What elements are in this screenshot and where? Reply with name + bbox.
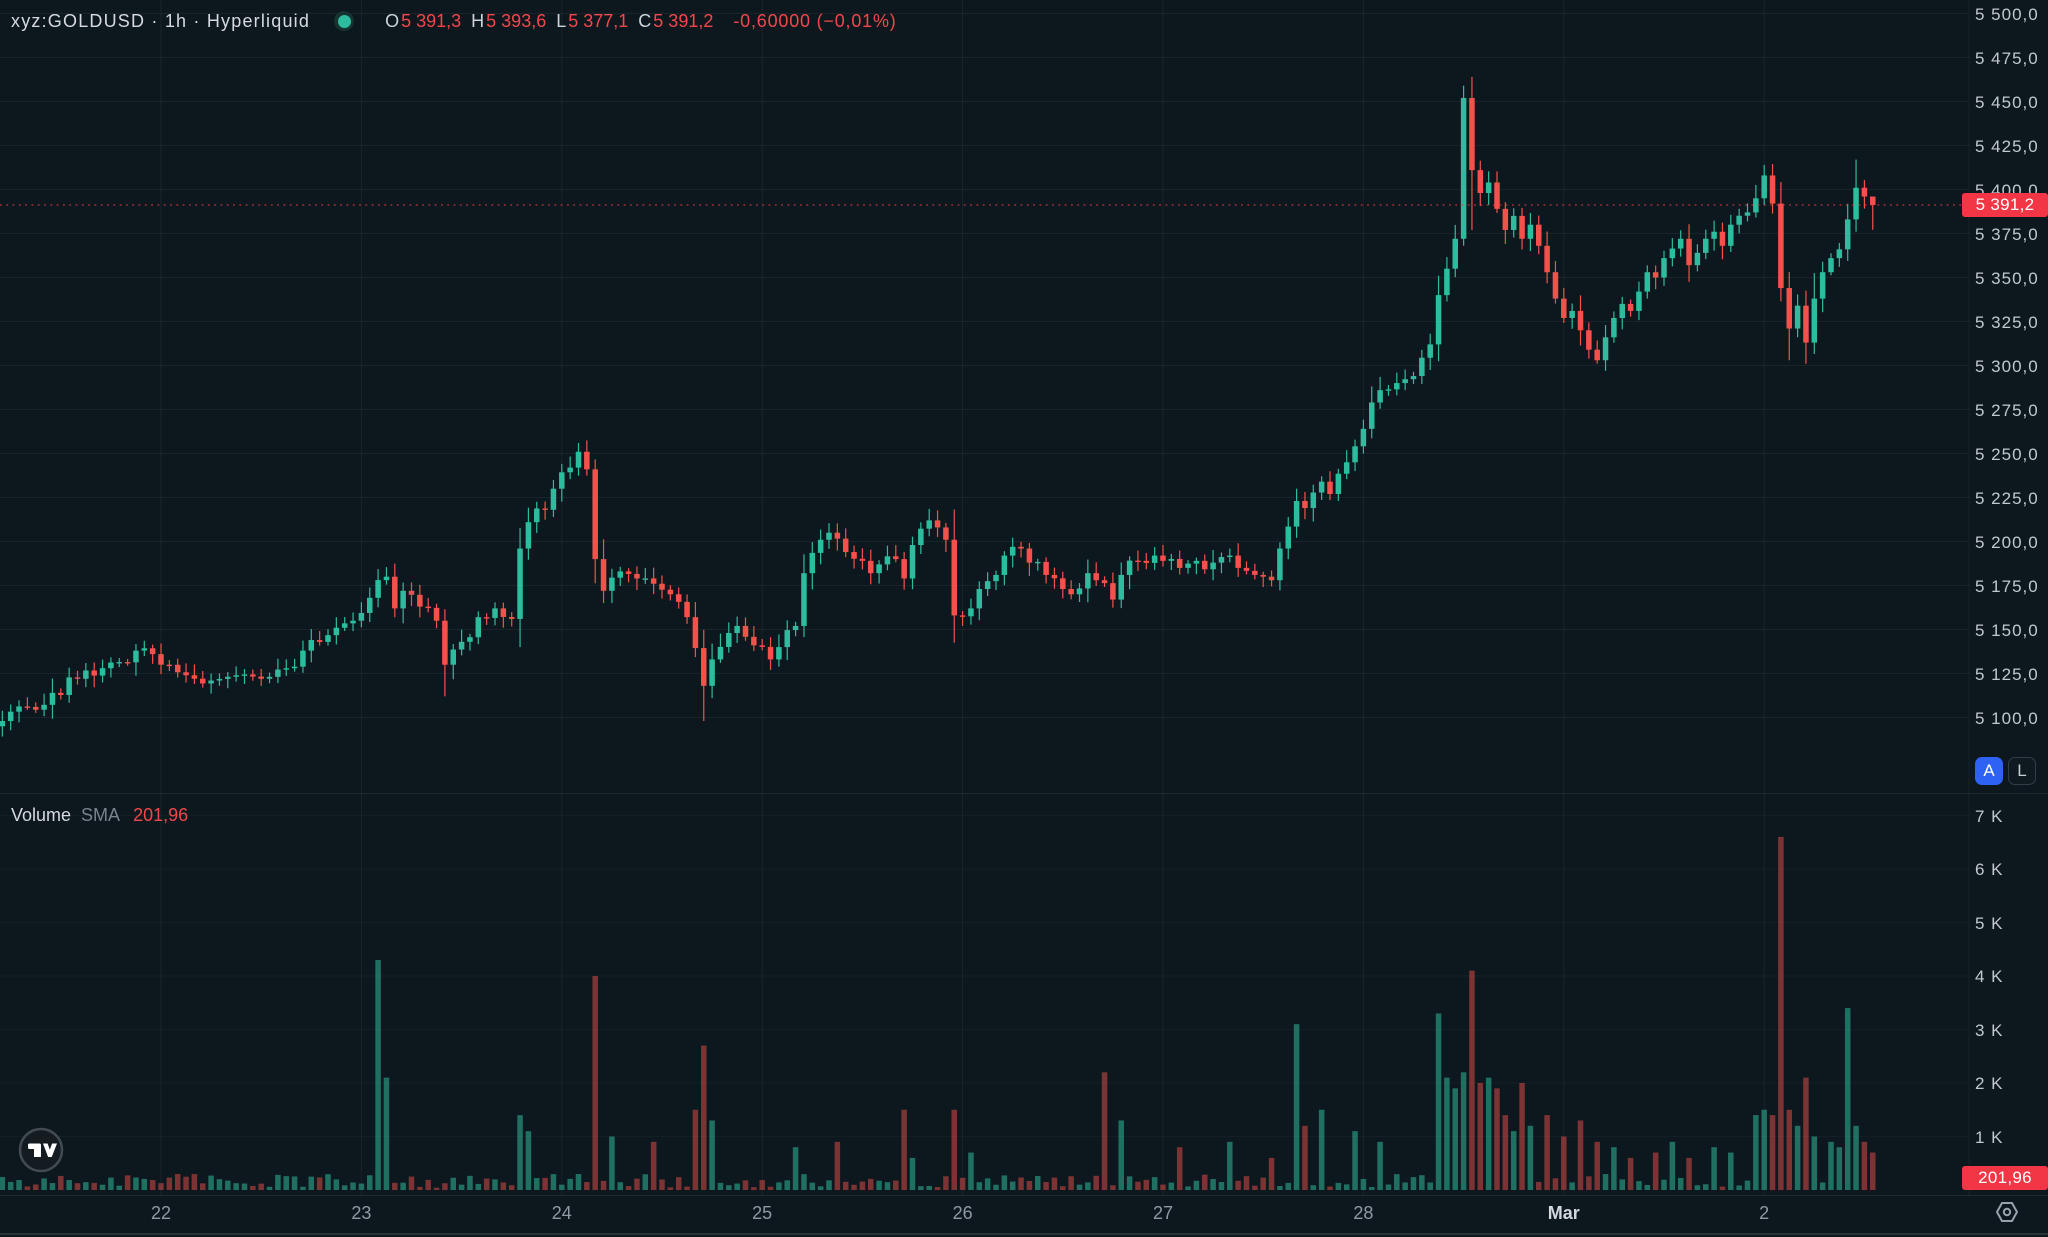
high-value: 5 393,6 xyxy=(486,11,547,31)
volume-axis-label: 6 K xyxy=(1975,860,2004,879)
price-axis-label: 5 425,0 xyxy=(1975,136,2039,156)
time-axis-label: 24 xyxy=(551,1203,572,1223)
volume-axis-label: 4 K xyxy=(1975,967,2004,986)
close-value: 5 391,2 xyxy=(653,11,714,31)
window-bottom-edge xyxy=(0,1233,2048,1235)
auto-scale-button[interactable]: A xyxy=(1975,757,2003,785)
price-axis-label: 5 300,0 xyxy=(1975,356,2039,376)
low-label: L xyxy=(556,11,567,31)
log-scale-button[interactable]: L xyxy=(2008,757,2036,785)
volume-axis-label: 7 K xyxy=(1975,806,2004,826)
symbol-title[interactable]: xyz:GOLDUSD · 1h · Hyperliquid xyxy=(11,11,311,31)
price-axis-label: 5 125,0 xyxy=(1975,664,2039,684)
price-axis-label: 5 150,0 xyxy=(1975,620,2039,640)
time-axis-label: Mar xyxy=(1547,1203,1580,1223)
volume-axis-label: 5 K xyxy=(1975,913,2004,933)
price-axis-label: 5 500,0 xyxy=(1975,4,2039,24)
time-axis-label: 27 xyxy=(1152,1203,1174,1223)
low-value: 5 377,1 xyxy=(568,11,629,31)
time-axis-label: 28 xyxy=(1353,1203,1374,1223)
price-axis-label: 5 325,0 xyxy=(1975,312,2039,332)
price-axis-label: 5 350,0 xyxy=(1975,268,2039,288)
price-axis-label: 5 475,0 xyxy=(1975,48,2039,68)
close-label: C xyxy=(638,11,652,31)
volume-legend: Volume SMA 201,96 xyxy=(11,805,188,826)
time-axis-label: 25 xyxy=(752,1203,773,1223)
price-axis-label: 5 100,0 xyxy=(1975,708,2039,728)
high-label: H xyxy=(471,11,485,31)
volume-axis-label: 2 K xyxy=(1975,1074,2004,1093)
price-axis-label: 5 375,0 xyxy=(1975,224,2039,244)
volume-sma-label: SMA xyxy=(81,805,121,825)
price-axis-label: 5 275,0 xyxy=(1975,400,2039,420)
time-axis-label: 22 xyxy=(150,1203,172,1223)
tradingview-logo[interactable] xyxy=(18,1127,64,1178)
symbol-legend: xyz:GOLDUSD · 1h · Hyperliquid O 5 391,3 H 5… xyxy=(11,11,897,32)
open-label: O xyxy=(385,11,400,31)
current-price-label: 5 391,2 xyxy=(1962,193,2048,217)
price-axis-label: 5 175,0 xyxy=(1975,576,2039,596)
volume-axis-label: 1 K xyxy=(1975,1127,2004,1147)
volume-title[interactable]: Volume xyxy=(11,805,72,825)
open-value: 5 391,3 xyxy=(401,11,462,31)
settings-gear-icon[interactable] xyxy=(1993,1198,2021,1231)
volume-sma-value: 201,96 xyxy=(133,805,189,825)
market-status-icon xyxy=(334,11,355,31)
time-axis-label: 26 xyxy=(952,1203,973,1223)
price-axis-label: 5 250,0 xyxy=(1975,444,2039,464)
volume-axis-label: 3 K xyxy=(1975,1020,2004,1040)
time-axis-label: 23 xyxy=(351,1203,372,1223)
price-axis-label: 5 450,0 xyxy=(1975,92,2039,112)
current-volume-label: 201,96 xyxy=(1962,1166,2048,1190)
price-axis-label: 5 225,0 xyxy=(1975,488,2039,508)
time-axis-label: 2 xyxy=(1759,1203,1770,1223)
change-value: -0,60000 (−0,01%) xyxy=(733,11,897,31)
price-axis-label: 5 200,0 xyxy=(1975,532,2039,552)
